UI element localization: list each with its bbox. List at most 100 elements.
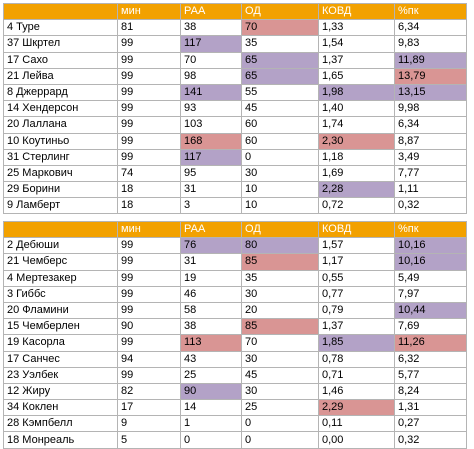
stat-cell: 20 bbox=[241, 301, 319, 320]
stat-cell: 1,46 bbox=[318, 382, 395, 401]
stat-cell: 70 bbox=[241, 19, 319, 37]
stat-cell: 117 bbox=[180, 35, 242, 53]
stat-cell: 98 bbox=[180, 67, 242, 85]
stat-cell: 1,18 bbox=[318, 148, 395, 166]
stat-cell: 85 bbox=[241, 318, 319, 336]
column-header: %пк bbox=[394, 2, 467, 21]
column-header: ОД bbox=[241, 2, 319, 21]
stat-cell: 82 bbox=[117, 382, 181, 401]
stat-cell: 0,32 bbox=[394, 431, 467, 449]
stat-cell: 46 bbox=[180, 285, 242, 303]
stat-cell: 10,16 bbox=[394, 253, 467, 271]
stat-cell: 1,37 bbox=[318, 51, 395, 69]
player-row: 37 Шкртел 99 117 35 1,54 9,83 bbox=[3, 35, 467, 53]
player-row: 29 Борини 18 31 10 2,28 1,11 bbox=[3, 181, 467, 199]
stat-cell: 99 bbox=[117, 301, 181, 320]
player-row: 17 Санчес 94 43 30 0,78 6,32 bbox=[3, 350, 467, 368]
stat-cell: 11,26 bbox=[394, 334, 467, 352]
stat-cell: 38 bbox=[180, 318, 242, 336]
player-name-cell: 8 Джеррард bbox=[3, 83, 118, 102]
stat-cell: 1,37 bbox=[318, 318, 395, 336]
stat-cell: 99 bbox=[117, 334, 181, 352]
stat-cell: 7,69 bbox=[394, 318, 467, 336]
stat-cell: 10,44 bbox=[394, 301, 467, 320]
stat-cell: 0,79 bbox=[318, 301, 395, 320]
player-name-cell: 17 Сахо bbox=[3, 51, 118, 69]
column-header: мин bbox=[117, 2, 181, 21]
stat-cell: 60 bbox=[241, 132, 319, 150]
stat-cell: 0,77 bbox=[318, 285, 395, 303]
stat-cell: 70 bbox=[241, 334, 319, 352]
player-row: 20 Фламини 99 58 20 0,79 10,44 bbox=[3, 301, 467, 320]
stat-cell: 0,78 bbox=[318, 350, 395, 368]
player-row: 19 Касорла 99 113 70 1,85 11,26 bbox=[3, 334, 467, 352]
stat-cell: 9,83 bbox=[394, 35, 467, 53]
player-name-cell: 10 Коутиньо bbox=[3, 132, 118, 150]
player-row: 28 Кэмпбелл 9 1 0 0,11 0,27 bbox=[3, 415, 467, 433]
player-row: 4 Мертезакер 99 19 35 0,55 5,49 bbox=[3, 269, 467, 287]
player-row: 23 Уэлбек 99 25 45 0,71 5,77 bbox=[3, 366, 467, 384]
player-name-cell: 21 Чемберс bbox=[3, 253, 118, 271]
stat-cell: 13,15 bbox=[394, 83, 467, 102]
stat-cell: 117 bbox=[180, 148, 242, 166]
column-header bbox=[3, 220, 118, 239]
stat-cell: 30 bbox=[241, 350, 319, 368]
stat-cell: 19 bbox=[180, 269, 242, 287]
stat-cell: 1,57 bbox=[318, 237, 395, 255]
player-row: 15 Чемберлен 90 38 85 1,37 7,69 bbox=[3, 318, 467, 336]
stat-cell: 1,69 bbox=[318, 164, 395, 183]
stat-cell: 14 bbox=[180, 399, 242, 417]
player-row: 8 Джеррард 99 141 55 1,98 13,15 bbox=[3, 83, 467, 102]
stats-table-1: мин РАА ОД КОВД %пк 4 Туре 81 38 70 1,33 6,34 37 Шк… bbox=[3, 2, 467, 215]
stat-cell: 0,00 bbox=[318, 431, 395, 449]
stat-cell: 1,17 bbox=[318, 253, 395, 271]
stat-cell: 74 bbox=[117, 164, 181, 183]
stat-cell: 1,74 bbox=[318, 116, 395, 134]
player-row: 2 Дебюши 99 76 80 1,57 10,16 bbox=[3, 237, 467, 255]
stat-cell: 13,79 bbox=[394, 67, 467, 85]
column-header: КОВД bbox=[318, 220, 395, 239]
player-row: 4 Туре 81 38 70 1,33 6,34 bbox=[3, 19, 467, 37]
stat-cell: 1 bbox=[180, 415, 242, 433]
player-name-cell: 15 Чемберлен bbox=[3, 318, 118, 336]
stat-cell: 18 bbox=[117, 181, 181, 199]
stat-cell: 1,85 bbox=[318, 334, 395, 352]
stat-cell: 0,55 bbox=[318, 269, 395, 287]
player-row: 25 Маркович 74 95 30 1,69 7,77 bbox=[3, 164, 467, 183]
stat-cell: 113 bbox=[180, 334, 242, 352]
header-row: мин РАА ОД КОВД %пк bbox=[3, 220, 467, 239]
stat-cell: 1,54 bbox=[318, 35, 395, 53]
stat-cell: 99 bbox=[117, 35, 181, 53]
stat-cell: 11,89 bbox=[394, 51, 467, 69]
stat-cell: 81 bbox=[117, 19, 181, 37]
stat-cell: 35 bbox=[241, 269, 319, 287]
stat-cell: 45 bbox=[241, 100, 319, 118]
stat-cell: 25 bbox=[180, 366, 242, 384]
player-name-cell: 37 Шкртел bbox=[3, 35, 118, 53]
stat-cell: 99 bbox=[117, 83, 181, 102]
stat-cell: 0,72 bbox=[318, 197, 395, 215]
player-row: 21 Лейва 99 98 65 1,65 13,79 bbox=[3, 67, 467, 85]
stat-cell: 6,32 bbox=[394, 350, 467, 368]
stat-cell: 99 bbox=[117, 285, 181, 303]
stat-cell: 6,34 bbox=[394, 116, 467, 134]
stat-cell: 80 bbox=[241, 237, 319, 255]
player-row: 21 Чемберс 99 31 85 1,17 10,16 bbox=[3, 253, 467, 271]
stat-cell: 103 bbox=[180, 116, 242, 134]
stat-cell: 1,40 bbox=[318, 100, 395, 118]
stat-cell: 8,87 bbox=[394, 132, 467, 150]
stat-cell: 43 bbox=[180, 350, 242, 368]
stat-cell: 76 bbox=[180, 237, 242, 255]
stat-cell: 58 bbox=[180, 301, 242, 320]
stat-cell: 5,77 bbox=[394, 366, 467, 384]
stat-cell: 3,49 bbox=[394, 148, 467, 166]
stat-cell: 85 bbox=[241, 253, 319, 271]
stat-cell: 55 bbox=[241, 83, 319, 102]
stat-cell: 10,16 bbox=[394, 237, 467, 255]
player-row: 3 Гиббс 99 46 30 0,77 7,97 bbox=[3, 285, 467, 303]
stat-cell: 94 bbox=[117, 350, 181, 368]
column-header bbox=[3, 2, 118, 21]
stat-cell: 31 bbox=[180, 253, 242, 271]
stat-cell: 65 bbox=[241, 67, 319, 85]
player-name-cell: 3 Гиббс bbox=[3, 285, 118, 303]
